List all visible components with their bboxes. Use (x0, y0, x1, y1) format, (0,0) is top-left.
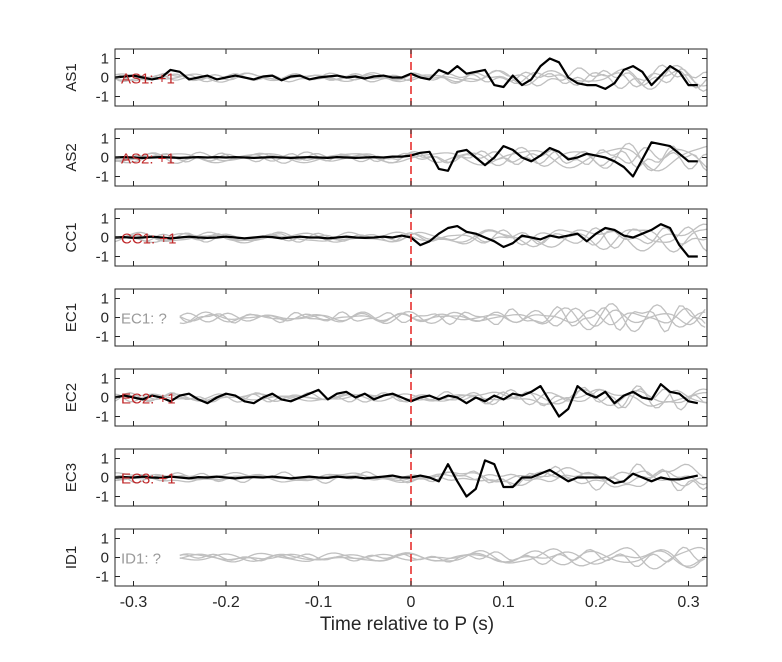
polarity-label: AS2: +1 (121, 151, 175, 168)
polarity-label: EC2: +1 (121, 391, 176, 408)
station-label: AS2 (63, 143, 80, 171)
x-tick-label: -0.2 (212, 594, 240, 611)
y-tick-label: 1 (101, 451, 109, 468)
trace-line (114, 223, 698, 258)
polarity-label: EC1: ? (121, 311, 167, 328)
panel-cc1: 1 0 -1 CC1 CC1: +1 (63, 208, 708, 267)
x-tick-label: -0.1 (305, 594, 333, 611)
y-tick-label: 1 (101, 211, 109, 228)
y-tick-label: -1 (96, 169, 109, 186)
polarity-label: EC3: +1 (121, 471, 176, 488)
background-trace (114, 145, 708, 172)
station-label: AS1 (63, 63, 80, 91)
y-tick-label: 0 (101, 150, 109, 167)
y-tick-label: -1 (96, 249, 109, 266)
y-tick-label: 1 (101, 291, 109, 308)
polarity-label: ID1: ? (121, 551, 161, 568)
trace-line (114, 459, 699, 498)
trace-line (114, 57, 698, 90)
trace-line (114, 141, 698, 178)
y-tick-label: 0 (101, 390, 109, 407)
y-tick-label: 0 (101, 310, 109, 327)
y-tick-label: 1 (101, 531, 109, 548)
x-tick-label: 0.1 (492, 594, 514, 611)
background-trace (179, 546, 706, 568)
polarity-label: AS1: +1 (121, 71, 175, 88)
panel-ec1: 1 0 -1 EC1 EC1: ? (63, 288, 708, 347)
y-tick-label: -1 (96, 329, 109, 346)
y-tick-label: 0 (101, 550, 109, 567)
panel-id1: 1 0 -1 ID1 ID1: ? (63, 528, 708, 587)
y-tick-label: 1 (101, 371, 109, 388)
panel-ec2: 1 0 -1 EC2 EC2: +1 (63, 368, 708, 427)
polarity-label: CC1: +1 (121, 231, 176, 248)
station-label: EC2 (63, 383, 80, 412)
background-trace (179, 307, 706, 328)
trace-line (114, 383, 699, 418)
y-tick-label: -1 (96, 89, 109, 106)
y-tick-label: -1 (96, 409, 109, 426)
background-trace (179, 305, 706, 333)
x-tick-label: 0.2 (585, 594, 607, 611)
station-label: EC3 (63, 463, 80, 492)
x-tick-label: -0.3 (120, 594, 148, 611)
y-tick-label: 0 (101, 470, 109, 487)
station-label: CC1 (63, 222, 80, 252)
x-axis-label: Time relative to P (s) (320, 614, 494, 635)
y-tick-label: 0 (101, 230, 109, 247)
station-label: EC1 (63, 303, 80, 332)
x-tick-label: 0.3 (677, 594, 699, 611)
x-tick-label: 0 (407, 594, 416, 611)
panel-ec3: 1 0 -1 EC3 EC3: +1 (63, 448, 708, 507)
panels-layer: 1 0 -1 AS1 AS1: +1 1 0 -1 AS2 AS2: +1 1 0 -1 CC1 CC1: … (63, 48, 708, 611)
station-label: ID1 (63, 546, 80, 569)
y-tick-label: -1 (96, 489, 109, 506)
background-trace (114, 226, 708, 252)
y-tick-label: 0 (101, 70, 109, 87)
panel-as1: 1 0 -1 AS1 AS1: +1 (63, 48, 708, 107)
y-tick-label: 1 (101, 51, 109, 68)
y-tick-label: 1 (101, 131, 109, 148)
panel-as2: 1 0 -1 AS2 AS2: +1 (63, 128, 708, 187)
y-tick-label: -1 (96, 569, 109, 586)
